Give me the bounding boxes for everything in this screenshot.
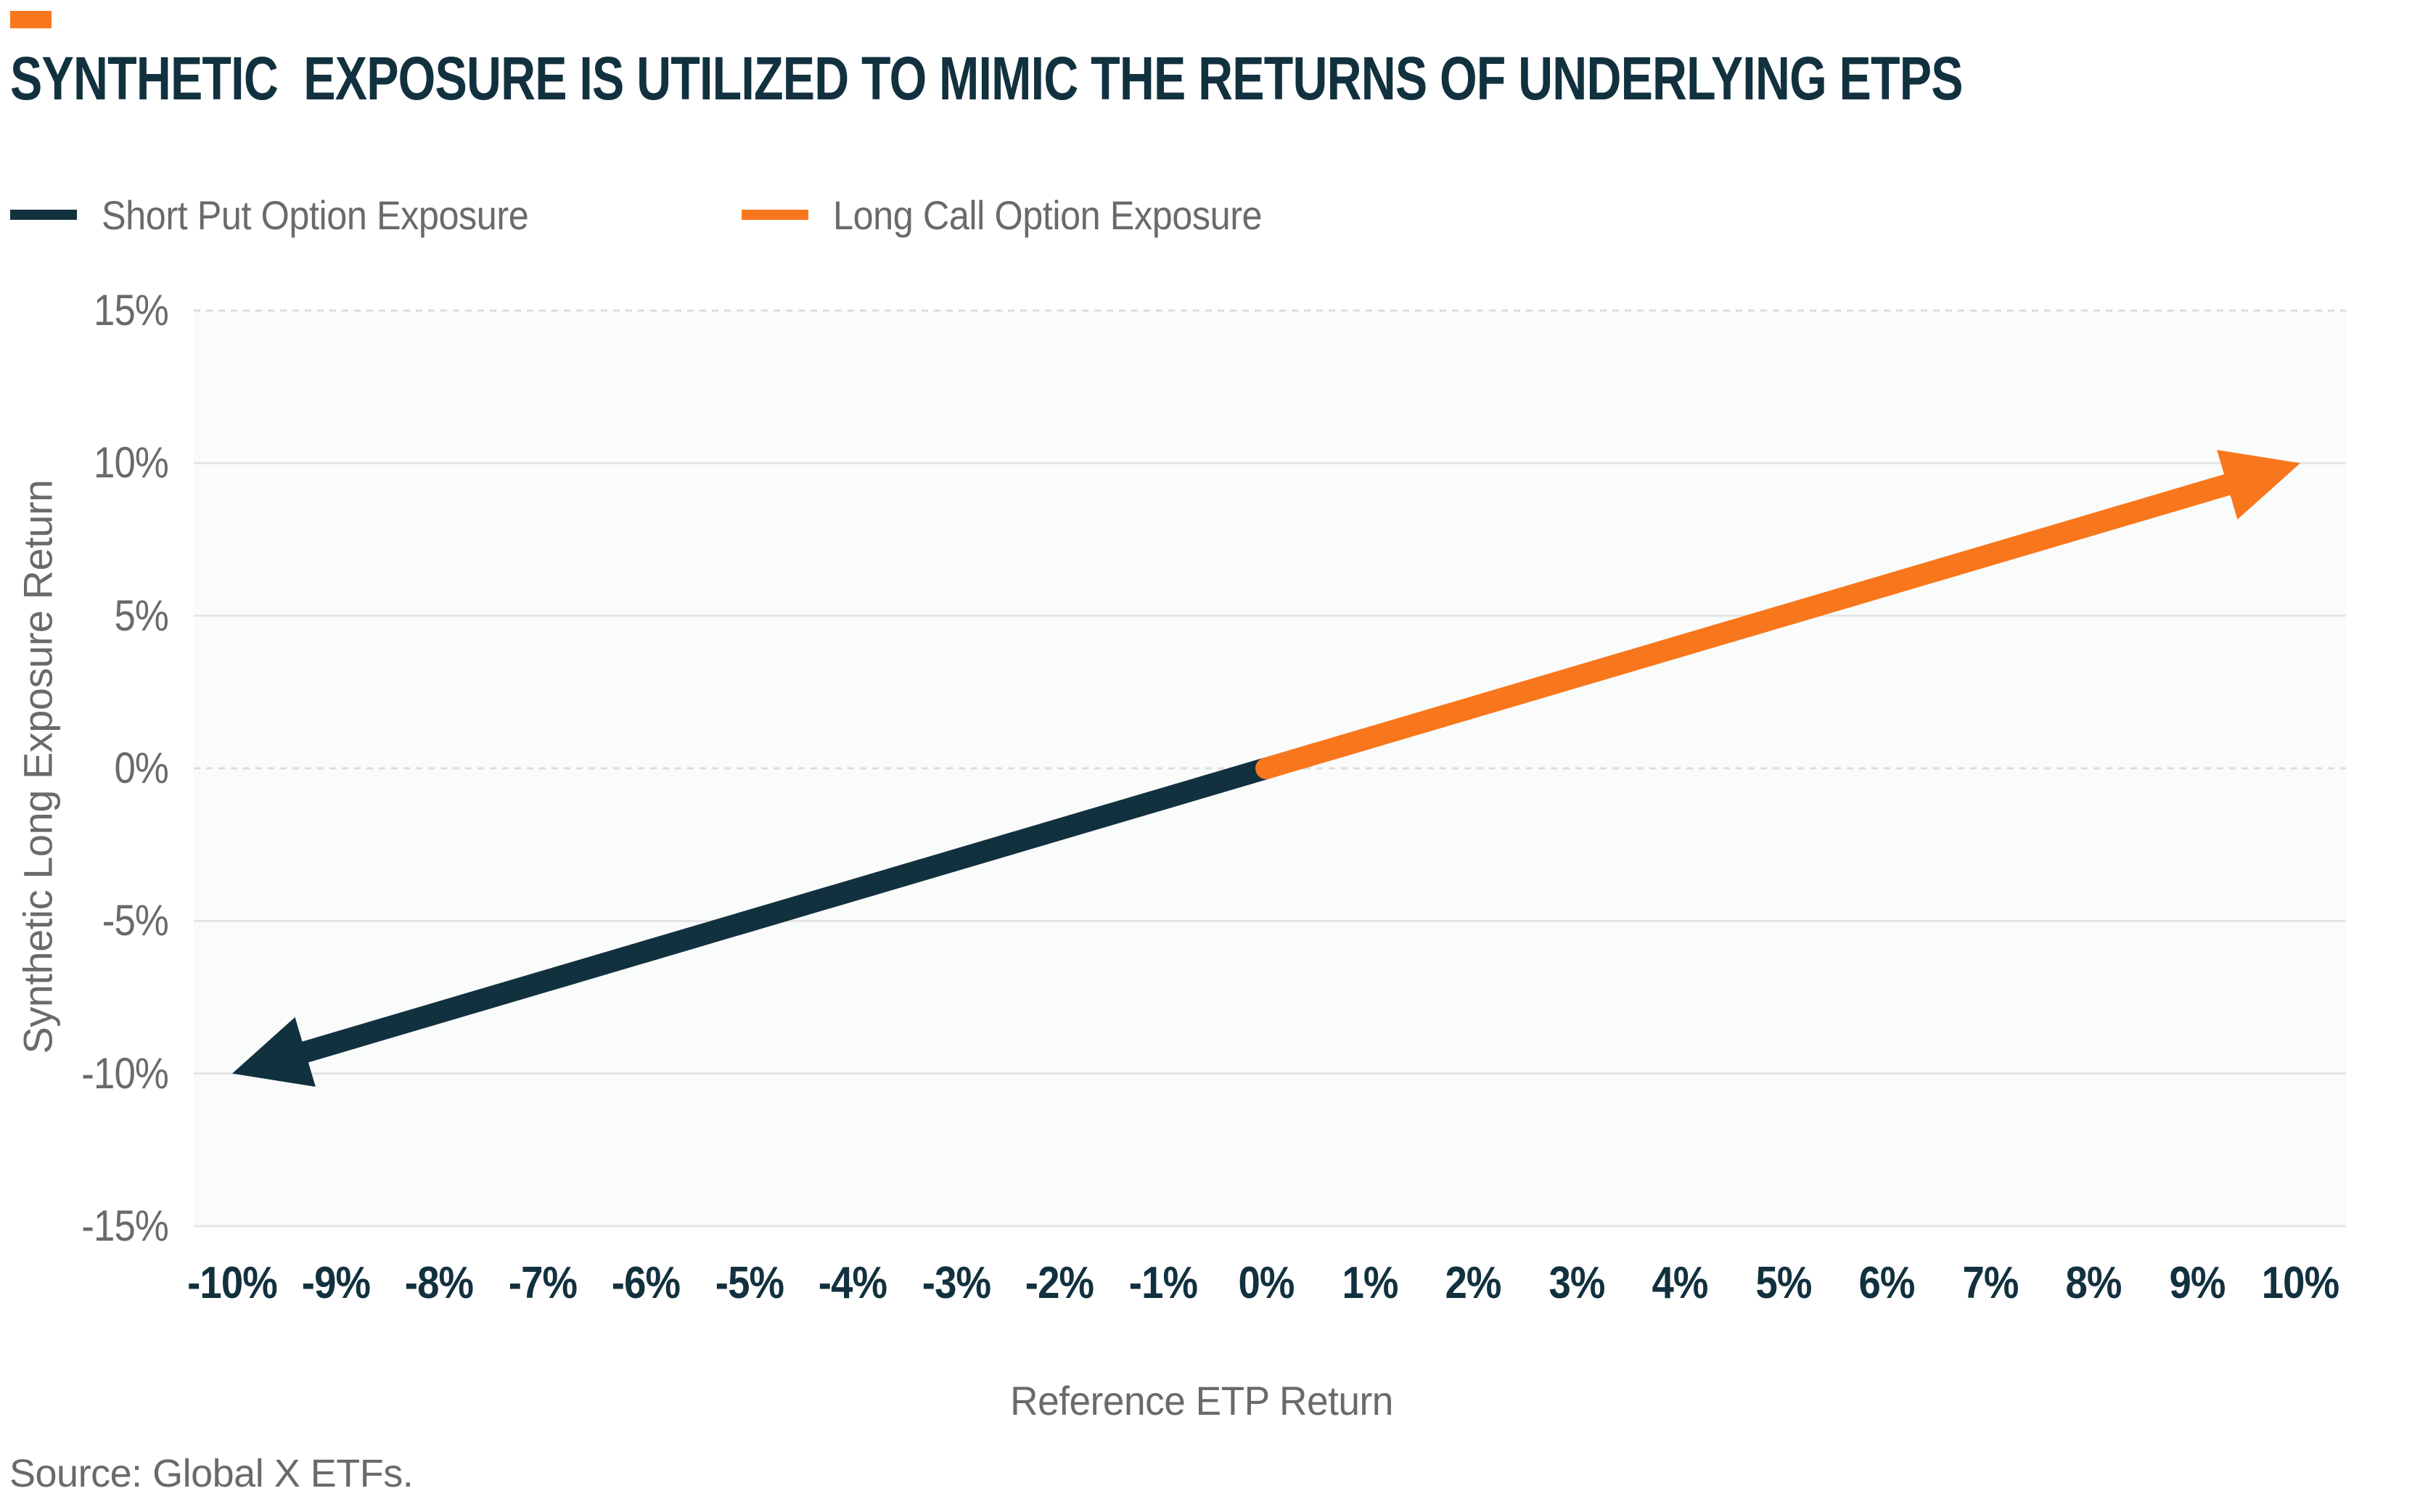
x-tick-label: 7% — [1961, 1258, 2019, 1308]
y-tick-label: -10% — [81, 1048, 169, 1098]
legend-item-short-put: Short Put Option Exposure — [10, 186, 576, 244]
x-tick-label: -5% — [715, 1258, 784, 1308]
x-tick-label: 5% — [1755, 1258, 1812, 1308]
x-tick-label: -10% — [187, 1258, 278, 1308]
y-tick-label: 5% — [114, 591, 168, 640]
x-tick-label: 0% — [1238, 1258, 1295, 1308]
legend-label-short-put: Short Put Option Exposure — [102, 192, 529, 238]
x-tick-label: -8% — [404, 1258, 474, 1308]
plot-area — [194, 309, 2346, 1228]
series-line — [1255, 471, 2247, 779]
x-tick-label: 9% — [2168, 1258, 2226, 1308]
x-tick-label: -1% — [1128, 1258, 1197, 1308]
y-tick-label: 15% — [93, 286, 169, 334]
x-tick-label: -2% — [1025, 1258, 1094, 1308]
legend: Short Put Option Exposure Long Call Opti… — [0, 186, 2420, 244]
x-tick-label: 10% — [2261, 1258, 2339, 1308]
legend-swatch-short-put-icon — [10, 210, 77, 220]
brand-accent-square — [10, 11, 52, 28]
x-axis-title: Reference ETP Return — [1010, 1378, 1393, 1423]
legend-swatch-long-call-icon — [742, 210, 808, 220]
x-tick-label: 1% — [1341, 1258, 1398, 1308]
x-tick-label: 6% — [1858, 1258, 1915, 1308]
x-tick-label: -9% — [301, 1258, 370, 1308]
y-tick-label: 0% — [114, 744, 168, 792]
source-note: Source: Global X ETFs. — [9, 1452, 414, 1495]
series-arrowhead-icon — [2217, 450, 2300, 520]
legend-item-long-call: Long Call Option Exposure — [742, 186, 1310, 244]
x-tick-label: 3% — [1548, 1258, 1605, 1308]
x-tick-label: -7% — [508, 1258, 577, 1308]
legend-label-long-call: Long Call Option Exposure — [833, 192, 1263, 238]
x-tick-label: 8% — [2065, 1258, 2122, 1308]
plot-canvas — [194, 309, 2346, 1228]
x-tick-label: -6% — [611, 1258, 681, 1308]
x-tick-label: 4% — [1652, 1258, 1708, 1308]
y-tick-label: -15% — [81, 1201, 169, 1250]
x-tick-label: 2% — [1445, 1258, 1501, 1308]
series-line — [286, 757, 1277, 1066]
chart-title: SYNTHETIC EXPOSURE IS UTILIZED TO MIMIC … — [10, 44, 1964, 112]
y-tick-label: -5% — [102, 896, 169, 945]
y-tick-label: 10% — [93, 438, 169, 488]
x-tick-label: -4% — [818, 1258, 887, 1308]
series-arrowhead-icon — [232, 1016, 316, 1087]
x-tick-label: -3% — [922, 1258, 990, 1308]
